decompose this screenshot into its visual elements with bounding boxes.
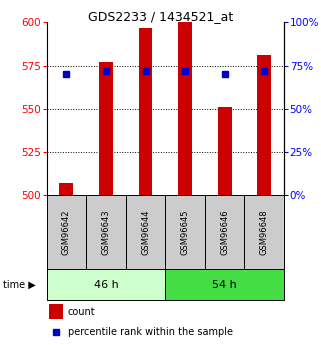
Bar	[47, 195, 86, 269]
Bar	[47, 269, 165, 300]
Bar	[218, 107, 232, 195]
Bar	[126, 195, 165, 269]
Bar	[205, 195, 245, 269]
Text: GDS2233 / 1434521_at: GDS2233 / 1434521_at	[88, 10, 233, 23]
Bar	[59, 183, 73, 195]
Text: percentile rank within the sample: percentile rank within the sample	[68, 327, 233, 337]
Text: GSM96645: GSM96645	[181, 209, 190, 255]
Text: GSM96648: GSM96648	[260, 209, 269, 255]
Bar	[99, 62, 113, 195]
Bar	[49, 304, 63, 319]
Bar	[178, 21, 192, 195]
Bar	[165, 269, 284, 300]
Bar	[139, 28, 152, 195]
Text: count: count	[68, 307, 96, 317]
Text: 46 h: 46 h	[93, 280, 118, 289]
Bar	[257, 55, 271, 195]
Bar	[86, 195, 126, 269]
Bar	[245, 195, 284, 269]
Bar	[165, 195, 205, 269]
Text: GSM96643: GSM96643	[101, 209, 110, 255]
Text: GSM96646: GSM96646	[220, 209, 229, 255]
Text: 54 h: 54 h	[212, 280, 237, 289]
Text: time ▶: time ▶	[3, 280, 36, 289]
Text: GSM96642: GSM96642	[62, 209, 71, 255]
Text: GSM96644: GSM96644	[141, 209, 150, 255]
